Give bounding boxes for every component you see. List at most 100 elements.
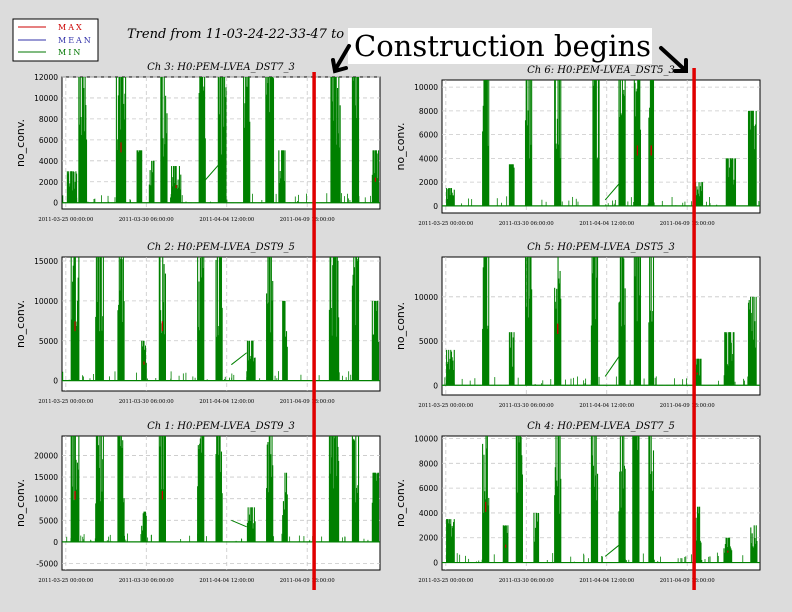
- xtick-label: 2011-04-04 12:00:00: [579, 578, 634, 584]
- burst-base: [554, 199, 561, 206]
- burst-base: [141, 540, 147, 542]
- burst: [371, 472, 380, 542]
- burst: [243, 77, 251, 203]
- ytick-label: 8000: [419, 107, 438, 116]
- ylabel: no_conv.: [14, 119, 27, 167]
- burst: [351, 436, 360, 542]
- ytick-label: 0: [433, 381, 438, 390]
- burst-base: [243, 196, 250, 203]
- ytick-label: 6000: [419, 484, 438, 493]
- burst: [70, 257, 80, 381]
- xtick-label: 2011-03-25 00:00:00: [418, 403, 473, 409]
- burst-base: [591, 556, 598, 563]
- xtick-label: 2011-04-09 18:00:00: [660, 221, 715, 227]
- burst: [197, 257, 205, 381]
- legend: MAX MEAN MIN: [12, 18, 99, 62]
- ytick-label: 0: [433, 559, 438, 568]
- annotation-text: Construction begins: [354, 29, 651, 63]
- burst: [515, 436, 524, 563]
- xtick-label: 2011-04-09 18:00:00: [660, 578, 715, 584]
- burst: [648, 257, 655, 386]
- burst: [502, 525, 509, 563]
- burst: [115, 77, 127, 203]
- burst-base: [632, 556, 639, 563]
- burst-base: [648, 556, 654, 563]
- burst-base: [137, 200, 142, 203]
- burst-base: [352, 196, 359, 203]
- xtick-label: 2011-03-25 00:00:00: [418, 221, 473, 227]
- chart-panel-6: 0 2000 4000 6000 8000 10000 2011-03-25 00:00:0…: [394, 421, 761, 584]
- burst-base: [724, 382, 734, 386]
- burst-base: [750, 560, 757, 563]
- burst-base: [619, 556, 626, 563]
- burst: [633, 257, 642, 386]
- series-ramp: [203, 160, 223, 183]
- ytick-label: 2000: [39, 178, 58, 187]
- burst: [95, 436, 104, 542]
- burst: [328, 436, 340, 542]
- burst-base: [71, 536, 79, 542]
- burst-base: [116, 196, 126, 203]
- construction-annotation: Construction begins: [331, 28, 688, 74]
- ylabel: no_conv.: [14, 479, 27, 527]
- series-ramp: [604, 181, 621, 201]
- burst-base: [95, 374, 104, 381]
- burst-base: [247, 540, 256, 542]
- ytick-label: 10000: [414, 434, 438, 443]
- burst-base: [117, 536, 125, 542]
- annotation-arrow-right-icon: [659, 46, 688, 73]
- burst: [278, 150, 286, 203]
- burst: [246, 507, 256, 542]
- xtick-label: 2011-04-09 18:00:00: [280, 399, 335, 405]
- ytick-label: 0: [53, 538, 58, 547]
- burst: [747, 296, 757, 386]
- burst-base: [216, 536, 223, 542]
- burst: [148, 160, 155, 203]
- burst-base: [218, 196, 226, 203]
- burst-base: [265, 196, 274, 203]
- burst: [158, 436, 166, 542]
- burst: [328, 257, 340, 381]
- burst: [117, 436, 125, 542]
- xtick-label: 2011-03-25 00:00:00: [38, 578, 93, 584]
- burst-base: [482, 199, 489, 206]
- chart-panels: 0 2000 4000 6000 8000 10000 12000 2011-03-25 00…: [14, 62, 761, 584]
- burst: [633, 80, 642, 206]
- burst-base: [482, 378, 489, 386]
- burst-base: [247, 378, 256, 381]
- burst: [694, 182, 704, 206]
- xtick-label: 2011-03-30 06:00:00: [119, 578, 174, 584]
- series-group: [442, 436, 760, 564]
- burst-base: [67, 201, 77, 203]
- burst-base: [693, 383, 701, 386]
- panel-title: Ch 2: H0:PEM-LVEA_DST9_5: [147, 242, 295, 253]
- series-group: [62, 257, 380, 382]
- burst: [351, 77, 360, 203]
- burst-base: [78, 196, 87, 203]
- burst: [725, 158, 737, 206]
- burst-base: [726, 203, 736, 206]
- ytick-label: 5000: [39, 516, 58, 525]
- xtick-label: 2011-04-09 18:00:00: [280, 217, 335, 223]
- xtick-label: 2011-04-04 12:00:00: [199, 217, 254, 223]
- burst-base: [446, 560, 455, 563]
- burst-base: [71, 374, 79, 381]
- burst: [524, 257, 533, 386]
- chart-panel-4: 0 5000 10000 2011-03-25 00:00:00 2011-03-30 …: [394, 242, 761, 409]
- legend-label-max: MAX: [58, 23, 84, 32]
- burst: [351, 257, 360, 381]
- burst-base: [330, 196, 341, 203]
- burst: [508, 164, 515, 206]
- panel-title: Ch 5: H0:PEM-LVEA_DST5_3: [527, 242, 675, 253]
- burst: [618, 436, 626, 563]
- panel-title: Ch 1: H0:PEM-LVEA_DST9_3: [147, 421, 295, 432]
- burst-base: [619, 199, 626, 206]
- burst-base: [372, 538, 379, 542]
- ytick-label: 8000: [39, 115, 58, 124]
- series-ramp: [231, 519, 247, 528]
- ytick-label: 0: [53, 377, 58, 386]
- burst: [371, 300, 380, 381]
- xtick-label: 2011-03-30 06:00:00: [499, 578, 554, 584]
- plot-area: [441, 79, 761, 214]
- burst-base: [446, 204, 455, 206]
